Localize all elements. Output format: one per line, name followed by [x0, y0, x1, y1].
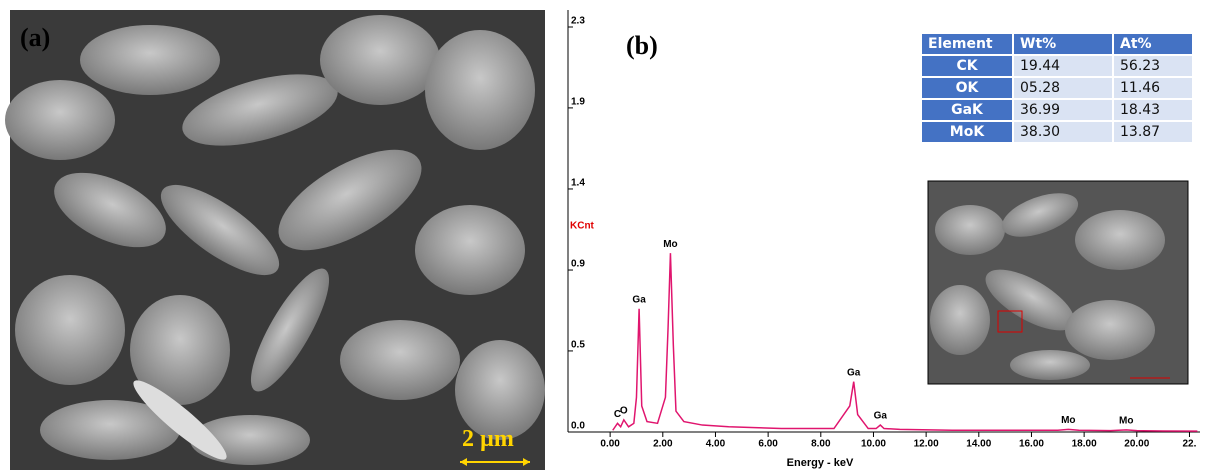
- table-cell: 19.44: [1014, 56, 1112, 76]
- y-tick-label: 2.3: [571, 16, 585, 27]
- table-cell: 56.23: [1114, 56, 1192, 76]
- spectrum-line: [612, 253, 1198, 432]
- table-row: MoK 38.30 13.87: [922, 122, 1192, 142]
- table-cell: 11.46: [1114, 78, 1192, 98]
- column-header: Element: [922, 34, 1012, 54]
- x-tick-label: 14.00: [966, 439, 991, 450]
- column-header: Wt%: [1014, 34, 1112, 54]
- table-cell: 38.30: [1014, 122, 1112, 142]
- table-row: OK 05.28 11.46: [922, 78, 1192, 98]
- peak-label: C: [614, 409, 621, 420]
- peak-label: Mo: [1119, 416, 1133, 427]
- table-cell: GaK: [922, 100, 1012, 120]
- header-row: Element Wt% At%: [922, 34, 1192, 54]
- peak-label: Mo: [663, 239, 677, 250]
- table-row: GaK 36.99 18.43: [922, 100, 1192, 120]
- x-tick-label: 22.: [1183, 439, 1197, 450]
- table-cell: 05.28: [1014, 78, 1112, 98]
- x-tick-label: 2.00: [653, 439, 673, 450]
- table-cell: 13.87: [1114, 122, 1192, 142]
- peak-label: Mo: [1061, 415, 1075, 426]
- x-axis-label: Energy - keV: [787, 457, 854, 469]
- table-cell: CK: [922, 56, 1012, 76]
- table-cell: OK: [922, 78, 1012, 98]
- x-tick-label: 6.00: [758, 439, 778, 450]
- panel-label: (b): [626, 31, 658, 60]
- eds-spectrum: (b) KCnt Energy - keV 0.0 0.5 0.9 1.4 1.9 2.3…: [567, 10, 1200, 469]
- scale-bar-label: 2 µm: [462, 426, 514, 452]
- table-row: CK 19.44 56.23: [922, 56, 1192, 76]
- composition-table: Element Wt% At% CK 19.44 56.23 OK 05.28 11.46 GaK…: [920, 32, 1194, 144]
- x-tick-label: 4.00: [706, 439, 726, 450]
- x-tick-label: 10.00: [861, 439, 886, 450]
- x-tick-label: 20.00: [1124, 439, 1149, 450]
- y-tick-label: 0.5: [571, 340, 585, 351]
- scale-bar-arrows: [460, 458, 530, 466]
- sem-image: [5, 10, 545, 470]
- peak-label: Ga: [632, 294, 646, 305]
- inset-image: [927, 180, 1189, 385]
- peak-label: O: [620, 405, 628, 416]
- x-tick-label: 12.00: [914, 439, 939, 450]
- table-cell: 36.99: [1014, 100, 1112, 120]
- table-cell: 18.43: [1114, 100, 1192, 120]
- y-tick-label: 1.4: [571, 178, 585, 189]
- x-tick-label: 0.00: [600, 439, 620, 450]
- x-tick-label: 8.00: [811, 439, 831, 450]
- peak-label: Ga: [847, 367, 861, 378]
- y-tick-label: 1.9: [571, 97, 585, 108]
- y-tick-label: 0.9: [571, 259, 585, 270]
- x-tick-label: 16.00: [1019, 439, 1044, 450]
- table-cell: MoK: [922, 122, 1012, 142]
- peak-label: Ga: [874, 411, 888, 422]
- column-header: At%: [1114, 34, 1192, 54]
- y-tick-label: 0.0: [571, 421, 585, 432]
- panel-label: (a): [20, 23, 50, 52]
- x-tick-label: 18.00: [1072, 439, 1097, 450]
- y-axis-label: KCnt: [570, 221, 595, 232]
